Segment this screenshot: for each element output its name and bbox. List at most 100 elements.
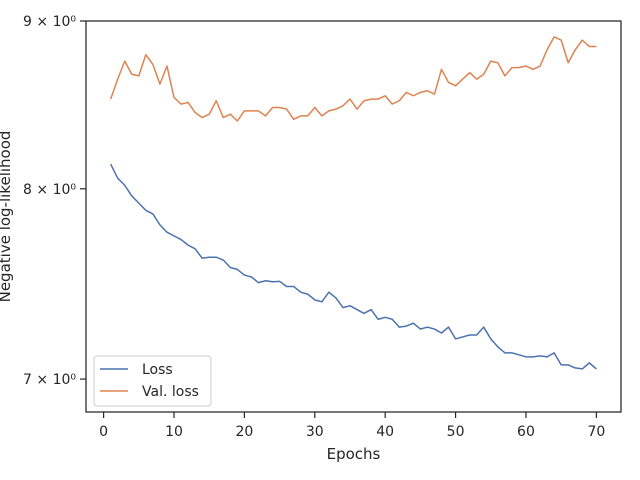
data-point (504, 75, 506, 77)
data-point (553, 36, 555, 38)
x-tick-label: 10 (165, 424, 183, 440)
data-point (342, 105, 344, 107)
data-point (166, 65, 168, 67)
data-point (271, 106, 273, 108)
data-point (398, 326, 400, 328)
data-point (405, 91, 407, 93)
data-point (574, 367, 576, 369)
data-point (236, 120, 238, 122)
series-points-0 (109, 163, 597, 370)
data-point (145, 209, 147, 211)
x-tick-label: 30 (306, 424, 324, 440)
data-point (300, 291, 302, 293)
data-point (567, 364, 569, 366)
y-tick-label: 9 × 10⁰ (23, 14, 76, 30)
data-point (398, 100, 400, 102)
axes-frame (85, 20, 622, 413)
y-tick-label: 8 × 10⁰ (23, 182, 76, 198)
data-point (124, 184, 126, 186)
data-point (159, 83, 161, 85)
series-line-0 (109, 163, 597, 370)
data-point (370, 98, 372, 100)
plot-area (109, 36, 597, 370)
data-point (525, 65, 527, 67)
data-point (229, 266, 231, 268)
data-point (321, 301, 323, 303)
y-tick-label: 7 × 10⁰ (23, 372, 76, 388)
data-point (285, 108, 287, 110)
data-point (159, 224, 161, 226)
data-point (532, 356, 534, 358)
data-point (314, 299, 316, 301)
data-point (461, 336, 463, 338)
data-point (426, 326, 428, 328)
data-point (461, 78, 463, 80)
data-point (300, 115, 302, 117)
y-axis-label: Negative log-likelihood (0, 131, 14, 303)
data-point (412, 95, 414, 97)
data-point (173, 235, 175, 237)
data-point (391, 103, 393, 105)
data-point (264, 115, 266, 117)
data-point (574, 49, 576, 51)
data-point (553, 352, 555, 354)
data-point (335, 297, 337, 299)
data-point (405, 325, 407, 327)
data-point (384, 316, 386, 318)
data-point (504, 352, 506, 354)
data-point (314, 106, 316, 108)
data-point (328, 110, 330, 112)
data-point (201, 116, 203, 118)
data-point (250, 110, 252, 112)
data-point (588, 362, 590, 364)
data-point (468, 334, 470, 336)
data-point (109, 98, 111, 100)
data-point (131, 73, 133, 75)
data-point (377, 98, 379, 100)
data-point (511, 352, 513, 354)
data-point (194, 248, 196, 250)
data-point (363, 100, 365, 102)
data-point (419, 91, 421, 93)
data-point (187, 244, 189, 246)
data-point (180, 103, 182, 105)
series-line-1 (109, 36, 597, 122)
data-point (342, 306, 344, 308)
data-point (356, 308, 358, 310)
data-point (595, 368, 597, 370)
data-point (518, 66, 520, 68)
data-point (173, 96, 175, 98)
data-point (236, 268, 238, 270)
data-point (363, 312, 365, 314)
data-point (595, 45, 597, 47)
x-tick-label: 20 (235, 424, 253, 440)
data-point (215, 256, 217, 258)
data-point (468, 71, 470, 73)
data-point (116, 177, 118, 179)
data-point (208, 113, 210, 115)
data-point (447, 81, 449, 83)
data-point (292, 118, 294, 120)
data-point (525, 356, 527, 358)
data-point (532, 68, 534, 70)
data-point (124, 60, 126, 62)
legend: Loss Val. loss (93, 355, 212, 407)
data-point (433, 93, 435, 95)
data-point (243, 110, 245, 112)
data-point (483, 326, 485, 328)
data-point (490, 60, 492, 62)
data-point (454, 338, 456, 340)
data-point (370, 308, 372, 310)
data-point (243, 274, 245, 276)
data-point (215, 100, 217, 102)
data-point (138, 75, 140, 77)
data-point (490, 338, 492, 340)
data-point (560, 364, 562, 366)
data-point (447, 326, 449, 328)
x-tick-label: 50 (447, 424, 465, 440)
data-point (588, 45, 590, 47)
data-point (391, 318, 393, 320)
data-point (307, 115, 309, 117)
x-tick-label: 70 (587, 424, 605, 440)
